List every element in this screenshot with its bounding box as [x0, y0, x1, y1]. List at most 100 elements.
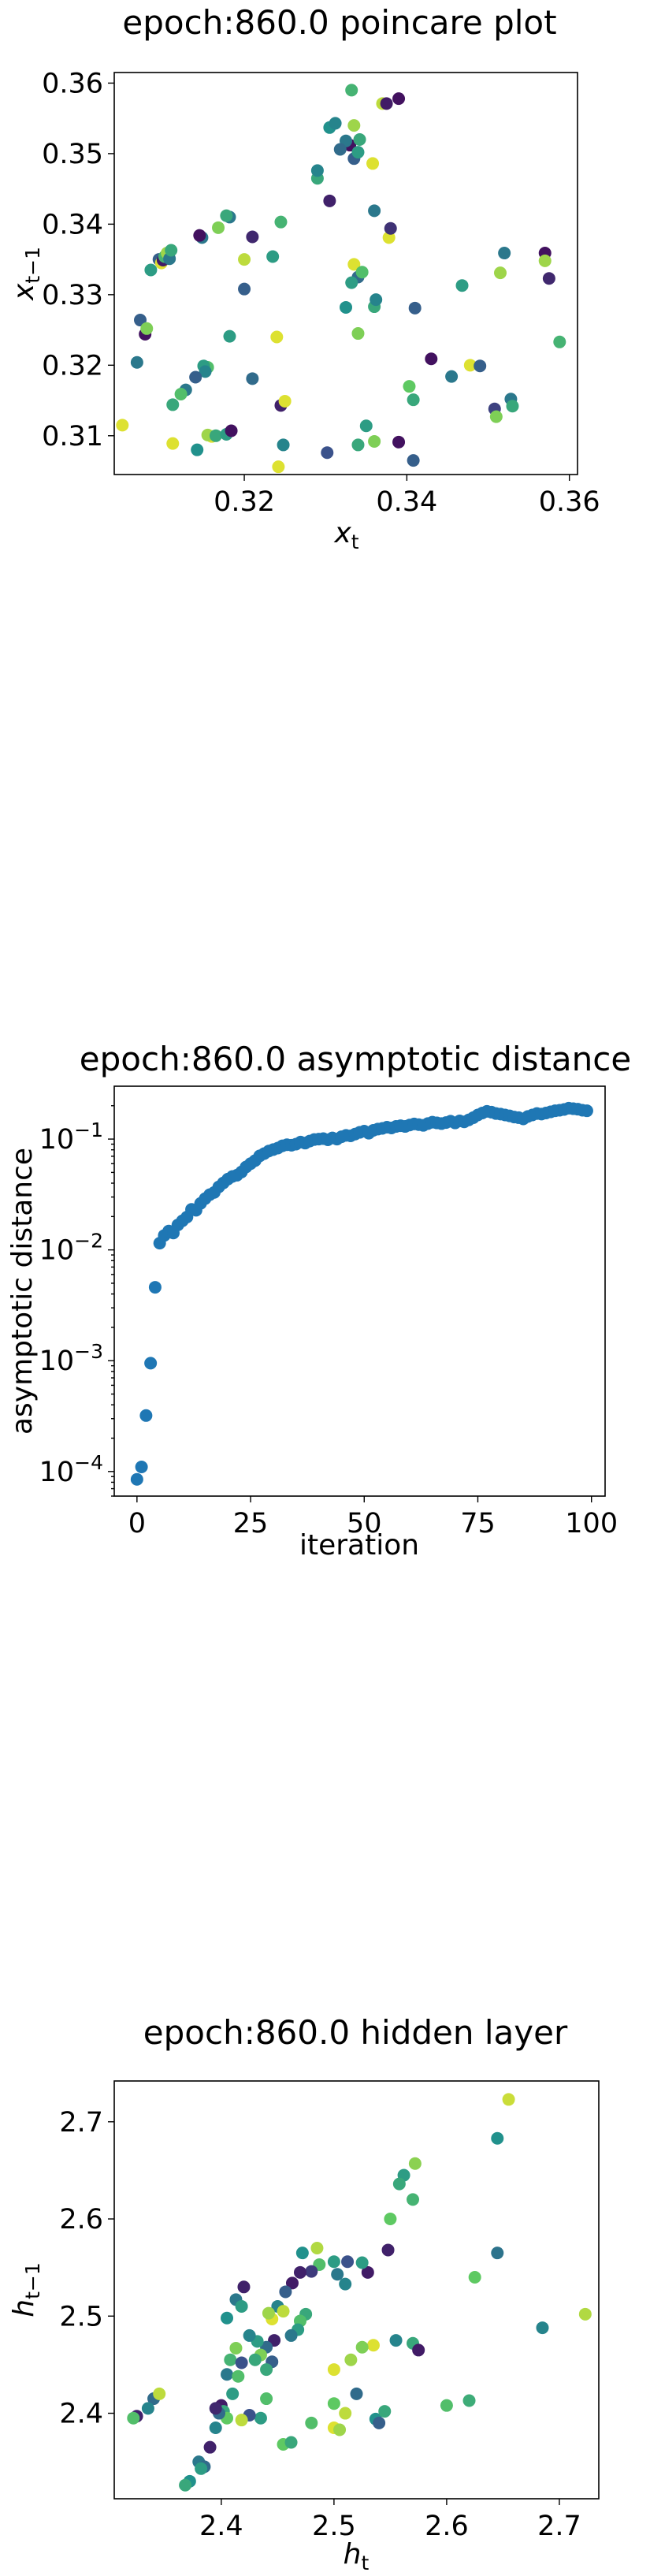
data-point: [361, 2265, 374, 2279]
data-point: [536, 2321, 549, 2335]
data-point: [191, 443, 204, 456]
x-tick-label: 50: [347, 1508, 382, 1539]
data-point: [229, 2341, 243, 2355]
data-point: [407, 2193, 420, 2206]
data-point: [408, 2157, 422, 2170]
data-point: [270, 330, 284, 344]
data-point: [238, 282, 251, 296]
x-tick-label: 2.4: [199, 2511, 243, 2542]
data-point: [209, 2422, 222, 2435]
data-point: [305, 2265, 318, 2278]
data-point: [277, 438, 290, 452]
data-point: [220, 209, 233, 222]
data-point: [389, 2334, 403, 2347]
data-point: [578, 2307, 592, 2321]
data-point: [329, 117, 342, 130]
data-point: [166, 398, 180, 411]
data-point: [305, 2416, 318, 2429]
data-point: [408, 301, 422, 315]
data-point: [351, 327, 365, 341]
data-point: [238, 253, 251, 266]
data-point: [345, 276, 358, 289]
data-point: [462, 2394, 476, 2407]
data-point: [199, 365, 212, 378]
y-tick-label: 2.7: [59, 2107, 103, 2139]
data-point: [272, 460, 285, 474]
data-point: [179, 2478, 192, 2492]
y-tick-label: 10−4: [39, 1451, 103, 1488]
data-point: [392, 2177, 406, 2191]
data-point: [284, 2436, 298, 2449]
data-point: [403, 380, 416, 393]
x-tick-label: 2.7: [537, 2511, 581, 2542]
x-tick-label: 0.36: [539, 486, 600, 518]
data-point: [351, 438, 365, 452]
data-point: [284, 2328, 298, 2342]
y-tick-label: 10−1: [39, 1119, 103, 1156]
y-tick-label: 10−2: [39, 1230, 103, 1267]
data-point: [223, 329, 236, 343]
y-axis-label: asymptotic distance: [6, 1148, 39, 1435]
data-point: [370, 293, 383, 307]
data-point: [226, 2387, 240, 2400]
data-point: [378, 2405, 392, 2418]
data-point: [380, 97, 393, 110]
data-point: [141, 2402, 154, 2415]
data-point: [116, 419, 129, 432]
data-point: [246, 230, 259, 244]
y-tick-label: 0.32: [42, 350, 103, 382]
poincare-plot-chart: epoch:860.0 poincare plot 0.32 0.34 0.36 0.…: [8, 3, 600, 553]
data-point: [310, 2242, 324, 2254]
data-point: [153, 2387, 166, 2400]
x-axis-label: iteration: [299, 1529, 419, 1562]
x-tick-label: 100: [565, 1508, 618, 1539]
data-point: [333, 2423, 347, 2436]
data-point: [580, 1104, 593, 1118]
data-point: [274, 215, 288, 229]
data-point: [347, 258, 361, 271]
asymptotic-distance-chart: epoch:860.0 asymptotic distance 0 25 50 75 1…: [6, 1040, 631, 1562]
data-point: [327, 2255, 340, 2269]
data-point: [502, 2093, 515, 2106]
x-tick-label: 0.34: [376, 486, 437, 518]
data-point: [344, 2353, 358, 2366]
data-point: [412, 2343, 425, 2357]
plot-frame: [113, 2080, 600, 2500]
data-point: [232, 2369, 245, 2383]
data-point: [468, 2270, 481, 2284]
data-point: [359, 419, 373, 433]
data-point: [538, 254, 552, 267]
y-tick-label: 0.33: [42, 280, 103, 311]
data-point: [323, 194, 336, 207]
data-point: [130, 356, 143, 369]
data-point: [384, 2213, 397, 2226]
data-point: [260, 2363, 273, 2377]
data-point: [498, 247, 511, 260]
y-axis-label: xt−1: [8, 247, 44, 301]
data-point: [345, 84, 358, 97]
data-point: [407, 393, 420, 407]
data-point: [489, 410, 503, 423]
data-point: [491, 2247, 504, 2260]
data-point: [293, 2265, 306, 2279]
data-point: [209, 2402, 222, 2415]
data-point: [445, 370, 459, 383]
data-point: [494, 266, 507, 280]
data-point: [310, 164, 324, 177]
x-tick-label: 25: [233, 1508, 269, 1539]
data-point: [243, 2328, 256, 2342]
data-point: [148, 1281, 162, 1294]
chart-title: epoch:860.0 hidden layer: [143, 2013, 568, 2052]
data-point: [440, 2399, 453, 2412]
data-point: [392, 92, 406, 106]
data-point: [235, 2414, 248, 2427]
chart-title: epoch:860.0 poincare plot: [122, 3, 556, 42]
data-point: [327, 2397, 340, 2410]
data-point: [135, 1460, 148, 1473]
data-point: [351, 146, 365, 159]
data-point: [277, 2305, 290, 2318]
data-point: [333, 143, 347, 156]
data-point: [474, 359, 487, 373]
data-point: [224, 2353, 237, 2366]
